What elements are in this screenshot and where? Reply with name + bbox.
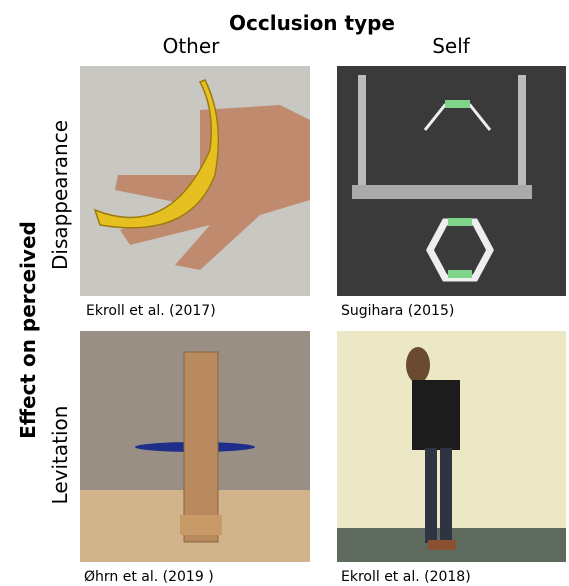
page: Occlusion type Other Self Effect on perc… xyxy=(0,0,569,586)
photo xyxy=(80,331,310,562)
caption: Ekroll et al. (2018) xyxy=(341,569,471,585)
column-label: Other xyxy=(163,34,221,58)
row-label: Disappearance xyxy=(48,120,72,270)
caption: Øhrn et al. (2019 ) xyxy=(84,569,214,585)
photo xyxy=(337,66,566,296)
column-label: Self xyxy=(432,34,471,58)
photo xyxy=(80,66,310,296)
row-group-label: Effect on perceived xyxy=(16,221,40,439)
row-label: Levitation xyxy=(48,406,72,505)
caption: Ekroll et al. (2017) xyxy=(86,303,216,319)
figure: Occlusion type Other Self Effect on perc… xyxy=(0,0,569,586)
title: Occlusion type xyxy=(229,11,395,35)
photo xyxy=(337,331,566,562)
caption: Sugihara (2015) xyxy=(341,303,454,319)
